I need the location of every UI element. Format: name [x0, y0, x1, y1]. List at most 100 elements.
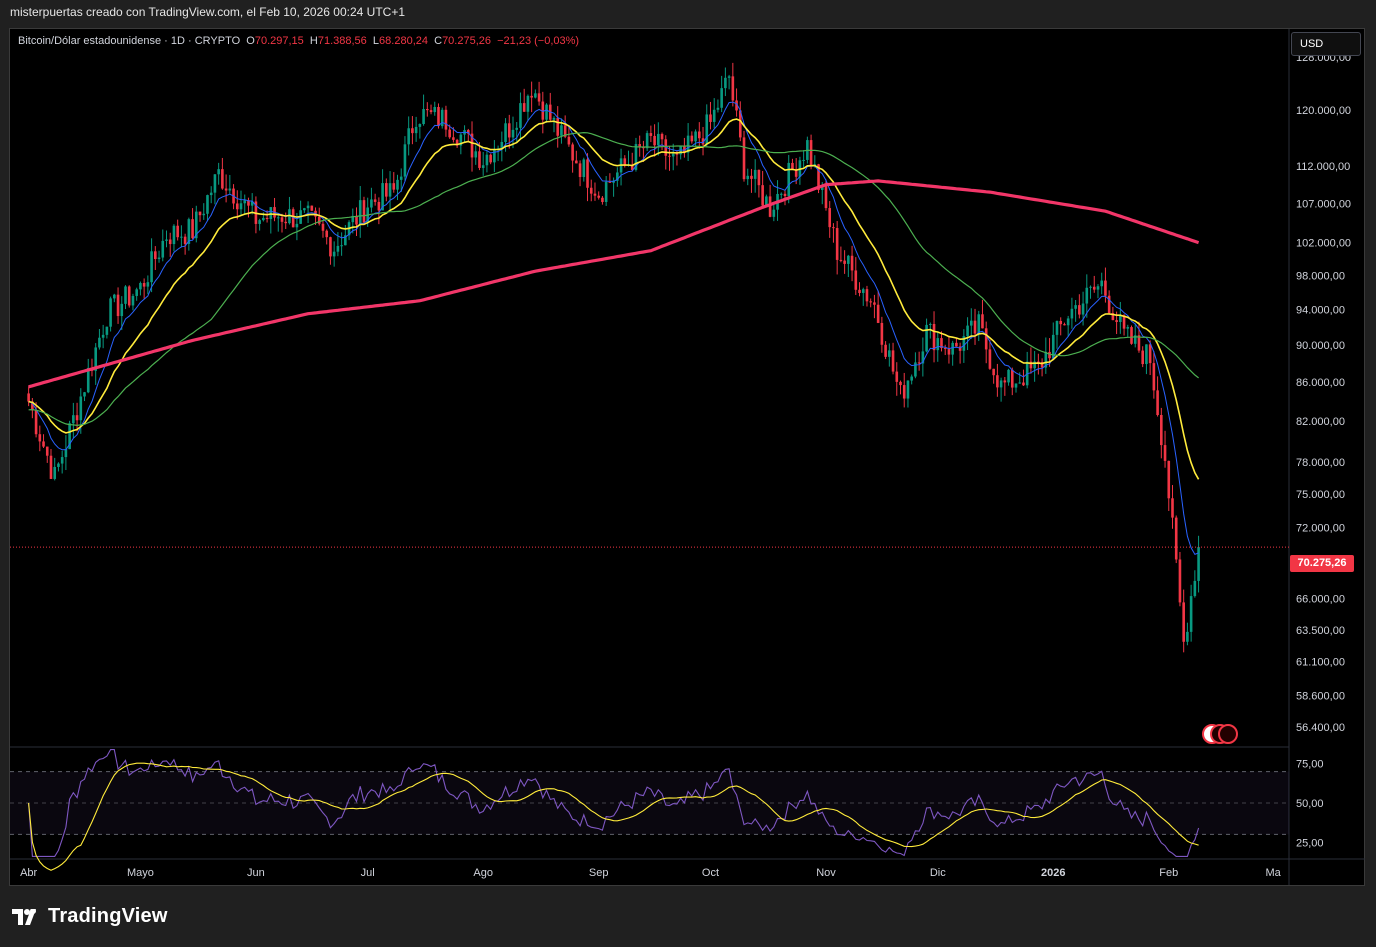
economic-events-marker[interactable] — [1202, 724, 1238, 744]
candle — [414, 116, 418, 142]
legend-high-value: 71.388,56 — [317, 35, 367, 47]
candle — [977, 310, 981, 342]
sma-50-line — [28, 131, 1199, 427]
candle-body — [567, 136, 571, 145]
candle — [474, 145, 478, 165]
candle-body — [209, 192, 213, 196]
price-tick-label: 107.000,00 — [1296, 199, 1351, 211]
candle-body — [1029, 361, 1033, 369]
candle-body — [597, 195, 601, 198]
candle-body — [109, 298, 112, 327]
candle-body — [712, 109, 716, 122]
candle-body — [38, 434, 42, 442]
candle-body — [962, 336, 966, 351]
candle — [187, 217, 191, 251]
candle — [194, 205, 198, 243]
candle — [936, 332, 940, 362]
candle-body — [552, 117, 556, 120]
candle-body — [1070, 308, 1074, 319]
candle — [94, 343, 98, 385]
tradingview-logo[interactable]: TradingView — [12, 905, 168, 928]
candle — [653, 124, 656, 157]
candle — [124, 285, 127, 310]
candle-body — [265, 217, 269, 220]
candle-body — [716, 107, 720, 110]
candle — [161, 229, 165, 262]
candle — [228, 174, 232, 194]
candle — [966, 317, 969, 351]
candle-body — [1078, 305, 1081, 315]
candle — [511, 116, 515, 149]
candle-body — [86, 367, 90, 393]
candle-body — [325, 230, 329, 238]
candle-body — [42, 441, 45, 447]
candle-body — [936, 338, 940, 351]
candle-body — [847, 255, 850, 264]
candle — [116, 287, 120, 324]
candle-body — [705, 114, 709, 145]
candle-body — [388, 183, 392, 197]
candle-body — [437, 106, 440, 127]
candle-body — [1018, 382, 1022, 384]
time-tick-label: Ma — [1265, 867, 1281, 879]
candle-body — [243, 200, 247, 204]
candle-body — [444, 109, 448, 130]
candle-body — [355, 215, 358, 225]
candle-body — [731, 76, 735, 101]
candle — [1089, 285, 1092, 299]
candle — [1167, 460, 1171, 511]
candle — [224, 174, 228, 203]
candle — [75, 402, 79, 432]
price-tick-label: 75.000,00 — [1296, 489, 1345, 501]
candle — [1096, 284, 1100, 299]
candle — [556, 106, 560, 148]
candle-body — [947, 348, 951, 355]
candle-body — [403, 144, 407, 177]
candle — [1059, 317, 1063, 336]
candle — [671, 143, 675, 171]
price-tick-label: 120.000,00 — [1296, 105, 1351, 117]
chart-header-caption: misterpuertas creado con TradingView.com… — [10, 5, 405, 19]
candle — [373, 193, 377, 206]
candle-body — [1040, 362, 1044, 368]
candle — [1186, 622, 1189, 646]
candle-body — [1126, 327, 1130, 329]
candle-body — [180, 236, 183, 238]
candle — [601, 196, 604, 205]
candle — [593, 182, 597, 201]
candle — [1022, 369, 1025, 386]
candle — [586, 153, 589, 202]
candle — [1141, 346, 1144, 368]
candle-body — [1048, 351, 1051, 359]
candle-body — [895, 371, 899, 382]
candle — [1025, 351, 1029, 389]
candle-body — [686, 135, 690, 153]
tradingview-brand-name: TradingView — [48, 905, 168, 927]
candle — [534, 89, 537, 99]
candle — [31, 398, 34, 419]
candle — [876, 290, 880, 324]
candle-body — [992, 368, 995, 376]
candle-body — [1055, 320, 1059, 335]
candle — [49, 448, 53, 480]
candle-body — [1163, 445, 1167, 461]
price-tick-label: 66.000,00 — [1296, 593, 1345, 605]
rsi-tick-label: 25,00 — [1296, 837, 1324, 849]
candle — [869, 298, 872, 308]
candle — [113, 293, 116, 303]
candle-body — [1092, 286, 1096, 290]
candle-body — [1133, 335, 1137, 344]
candle — [537, 81, 541, 106]
candle — [172, 224, 176, 252]
candle-body — [1100, 280, 1104, 287]
candle — [716, 99, 720, 113]
candle — [399, 168, 403, 192]
candle — [109, 296, 112, 332]
candle — [731, 62, 735, 107]
candle-body — [735, 100, 738, 111]
candle-body — [891, 350, 895, 372]
currency-selector-button[interactable]: USD — [1291, 32, 1361, 56]
time-tick-label: Ago — [473, 867, 493, 879]
candle-body — [556, 117, 560, 136]
